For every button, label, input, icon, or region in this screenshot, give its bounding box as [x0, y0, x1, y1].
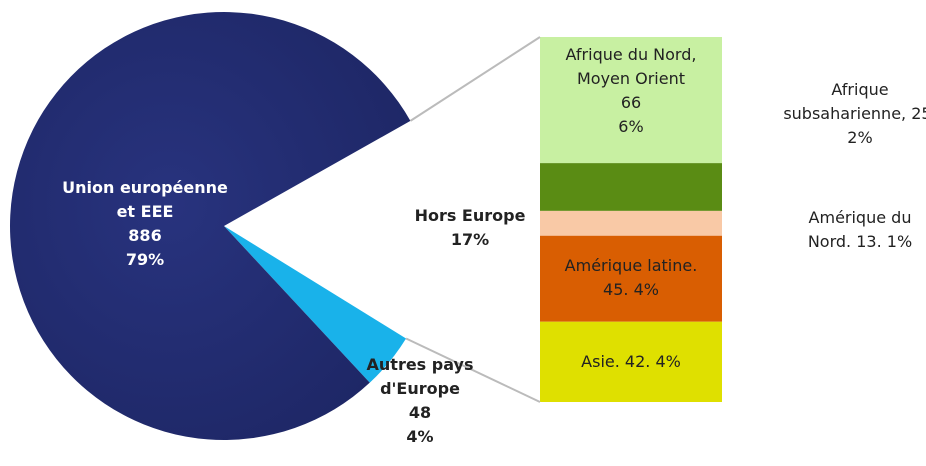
- connector: [409, 36, 541, 122]
- bar-segment: [540, 210, 722, 236]
- label-part: 2%: [847, 128, 873, 147]
- bar-segment: [540, 235, 722, 322]
- bar-segment: [540, 37, 722, 164]
- bar-segment: [540, 321, 722, 402]
- label-part: Afrique subsaharienne,: [783, 80, 907, 123]
- segment-label: Asie. 42. 4%: [540, 350, 722, 374]
- label-part: Asie.: [581, 351, 620, 371]
- bar-segment: [540, 163, 722, 211]
- label-part: 48: [408, 403, 432, 422]
- label-part: 886: [128, 226, 162, 245]
- pie-slice: [9, 11, 411, 440]
- label-part: Union européenne et EEE: [62, 178, 228, 221]
- slice-label: Union européenne et EEE 886 79%: [55, 176, 235, 272]
- pie-slice: [224, 226, 407, 383]
- segment-label: Amérique latine. 45. 4%: [534, 254, 728, 302]
- label-part: Autres pays d'Europe: [366, 355, 474, 398]
- label-part: 66: [620, 93, 642, 112]
- slice-label: Hors Europe 17%: [395, 204, 545, 252]
- pie-slice: [224, 120, 438, 339]
- label-part: 6%: [618, 117, 644, 136]
- label-part: 4%: [406, 427, 434, 446]
- label-part: Hors Europe: [414, 206, 526, 225]
- label-part: Amérique latine.: [564, 255, 698, 275]
- label-part: 1%: [886, 232, 913, 251]
- segment-label: Afrique subsaharienne, 25, 2%: [780, 78, 926, 150]
- segment-label: Amérique du Nord. 13. 1%: [785, 206, 926, 254]
- label-part: 17%: [450, 230, 490, 249]
- label-part: Amérique du Nord.: [807, 208, 912, 251]
- connector: [405, 337, 541, 403]
- label-part: 4%: [633, 279, 659, 299]
- label-part: 13.: [856, 232, 882, 251]
- label-part: Afrique du Nord, Moyen Orient: [565, 45, 697, 88]
- label-part: 25,: [911, 104, 926, 123]
- label-part: 79%: [125, 250, 165, 269]
- label-part: 45.: [603, 279, 629, 299]
- slice-label: Autres pays d'Europe 48 4%: [345, 353, 495, 449]
- segment-label: Afrique du Nord, Moyen Orient 66 6%: [540, 43, 722, 139]
- label-part: 4%: [655, 351, 681, 371]
- label-part: 42.: [624, 351, 651, 371]
